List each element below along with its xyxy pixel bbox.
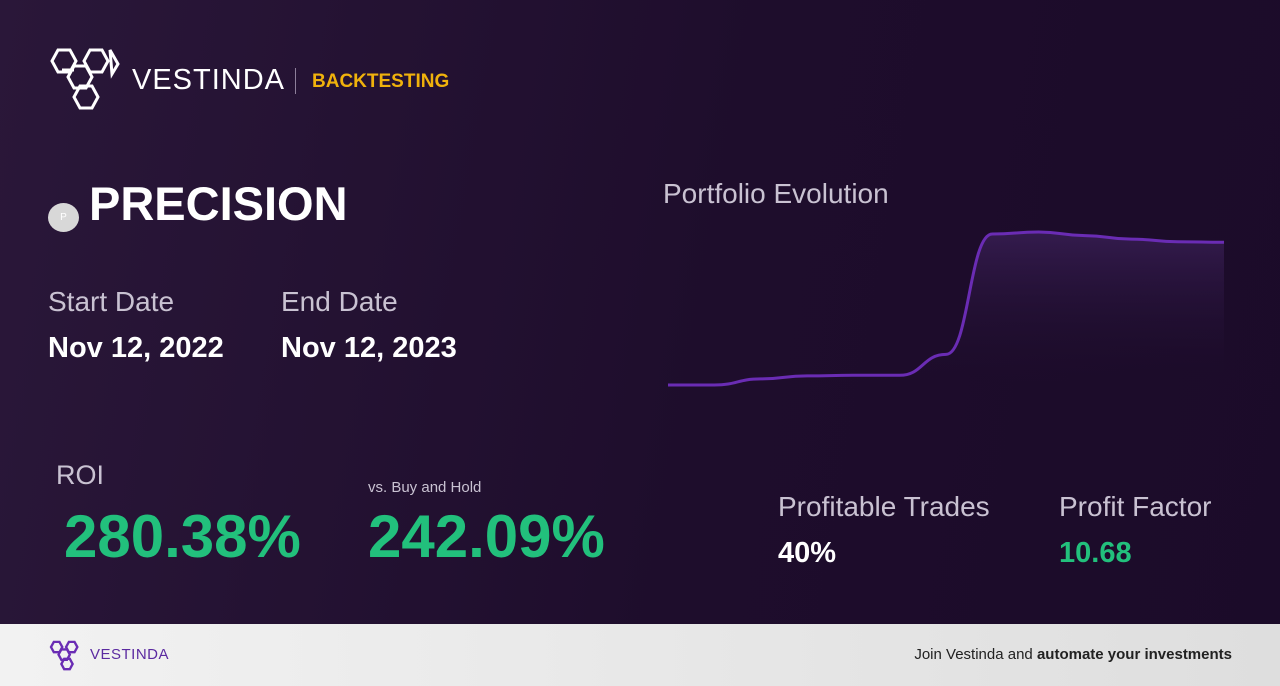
footer: VESTINDA Join Vestinda and automate your… bbox=[0, 624, 1280, 686]
factor-label: Profit Factor bbox=[1059, 491, 1212, 522]
vs-value: 242.09% bbox=[368, 503, 605, 570]
start-label: Start Date bbox=[48, 286, 175, 317]
start-date: Nov 12, 2022 bbox=[48, 332, 224, 364]
footer-brand: VESTINDA bbox=[90, 646, 170, 663]
chart-title: Portfolio Evolution bbox=[663, 178, 889, 209]
area bbox=[668, 232, 1224, 385]
roi-label: ROI bbox=[56, 460, 105, 490]
asset-name: PRECISION bbox=[89, 177, 348, 230]
asset-icon: P bbox=[48, 203, 79, 232]
line bbox=[668, 230, 1225, 387]
footer-cta: Join Vestinda and automate your investme… bbox=[914, 646, 1232, 663]
section: BACKTESTING bbox=[312, 71, 450, 92]
logo bbox=[50, 48, 120, 110]
vs-label: vs. Buy and Hold bbox=[368, 479, 482, 496]
cta-bold: automate your investments bbox=[1036, 646, 1232, 663]
profitable-label: Profitable Trades bbox=[778, 491, 990, 522]
cta-plain: Join Vestinda and bbox=[914, 646, 1037, 663]
profitable-value: 40% bbox=[778, 537, 837, 569]
roi-value: 280.38% bbox=[64, 503, 301, 570]
factor-value: 10.68 bbox=[1059, 537, 1132, 569]
end-label: End Date bbox=[281, 286, 398, 317]
brand: VESTINDA bbox=[132, 64, 286, 96]
footer-logo bbox=[49, 640, 79, 671]
divider bbox=[295, 68, 296, 94]
end-date: Nov 12, 2023 bbox=[281, 332, 457, 364]
portfolio-chart bbox=[668, 230, 1225, 387]
